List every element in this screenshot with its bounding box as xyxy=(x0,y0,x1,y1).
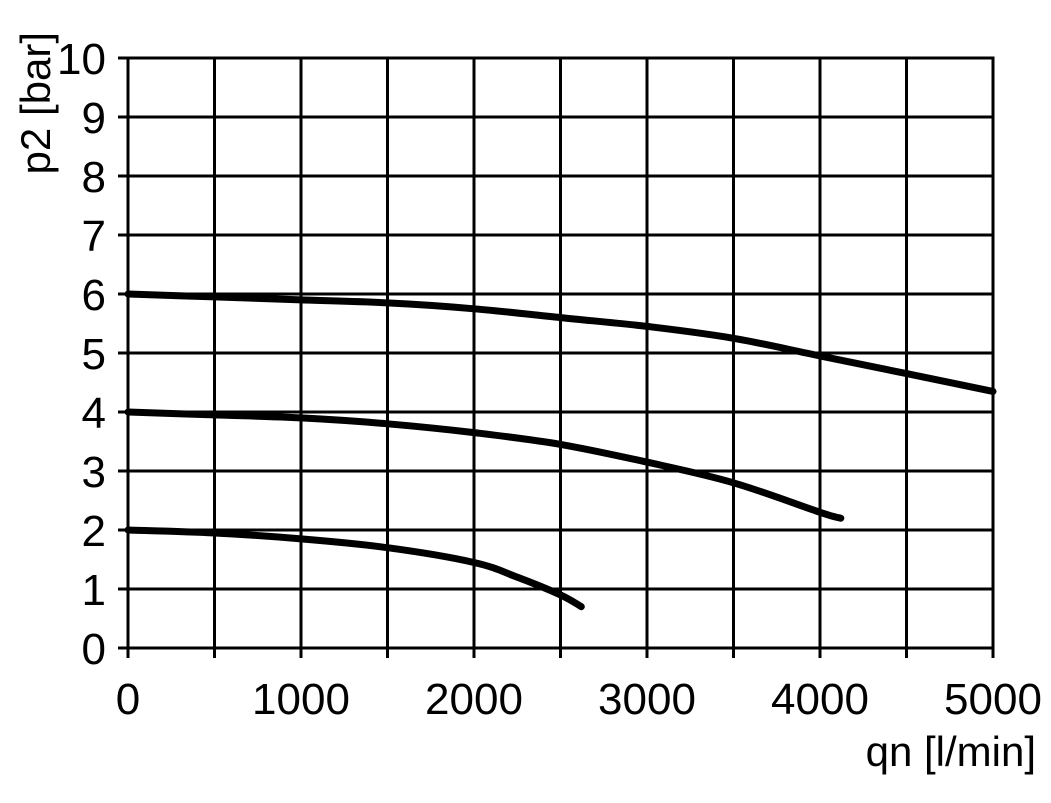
x-tick-label: 2000 xyxy=(425,675,523,724)
x-axis-tick-labels: 0 1000 2000 3000 4000 5000 xyxy=(116,675,1042,724)
y-tick-label: 1 xyxy=(82,566,106,615)
x-tick-label: 0 xyxy=(116,675,140,724)
series-line-3 xyxy=(124,526,585,611)
plot-frame xyxy=(126,56,995,650)
y-tick-label: 4 xyxy=(82,389,106,438)
series-line-1 xyxy=(124,290,997,395)
y-tick-label: 2 xyxy=(82,507,106,556)
x-tick-label: 1000 xyxy=(252,675,350,724)
y-tick-label: 10 xyxy=(57,35,106,84)
y-tick-label: 0 xyxy=(82,625,106,674)
x-tick-label: 4000 xyxy=(771,675,869,724)
chart-grid xyxy=(118,56,995,658)
y-tick-label: 3 xyxy=(82,448,106,497)
chart-series xyxy=(124,290,997,611)
series-line-2 xyxy=(124,408,845,522)
y-axis-tick-labels: 0 1 2 3 4 5 6 7 8 9 10 xyxy=(57,35,106,674)
y-axis-title: p2 [bar] xyxy=(12,32,59,174)
y-tick-label: 6 xyxy=(82,271,106,320)
y-tick-label: 8 xyxy=(82,153,106,202)
x-axis-title: qn [l/min] xyxy=(866,728,1036,775)
x-tick-label: 5000 xyxy=(944,675,1042,724)
x-tick-label: 3000 xyxy=(598,675,696,724)
y-tick-label: 5 xyxy=(82,330,106,379)
y-tick-label: 7 xyxy=(82,212,106,261)
y-tick-label: 9 xyxy=(82,94,106,143)
